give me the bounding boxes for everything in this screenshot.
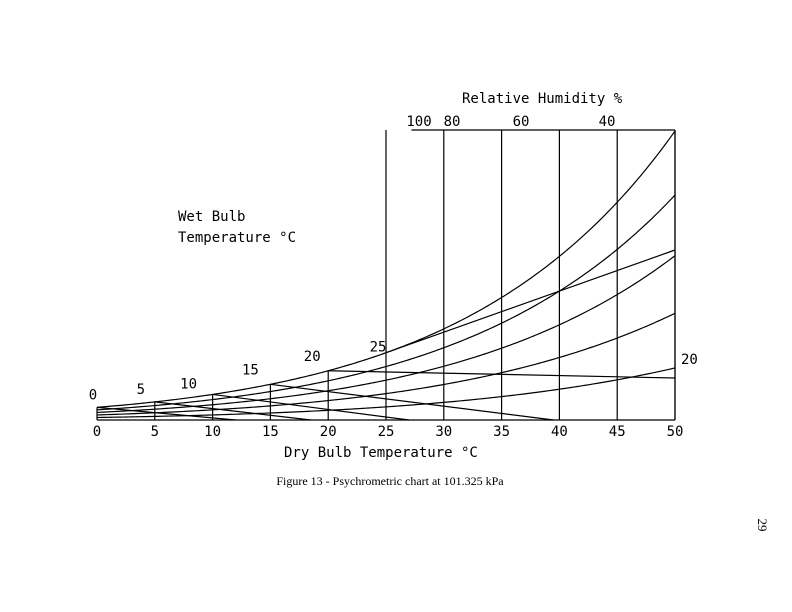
- x-tick-label: 45: [609, 424, 626, 440]
- x-axis-title: Dry Bulb Temperature °C: [284, 445, 478, 461]
- wet-bulb-line-0: [96, 406, 236, 421]
- wet-bulb-line-15: [270, 383, 554, 421]
- x-tick-label: 40: [551, 424, 568, 440]
- rh-curve-20: [96, 367, 676, 419]
- x-tick-label: 10: [204, 424, 221, 440]
- rh-curve-80: [96, 194, 676, 411]
- wet-bulb-line-5: [154, 401, 311, 421]
- wb-label-0: 0: [89, 387, 97, 403]
- page-number: 29: [755, 518, 770, 532]
- chart-frame: [97, 129, 676, 421]
- wb-label-15: 15: [242, 362, 259, 378]
- wb-label-20: 20: [304, 349, 321, 365]
- wet-bulb-line-10: [212, 393, 410, 421]
- chart-labels: Relative Humidity % Wet Bulb Temperature…: [89, 91, 698, 461]
- x-tick-label: 20: [320, 424, 337, 440]
- figure-caption: Figure 13 - Psychrometric chart at 101.3…: [276, 474, 504, 488]
- rh-label-80: 80: [444, 114, 461, 130]
- wb-label-5: 5: [137, 382, 145, 398]
- wet-bulb-line-20: [328, 370, 676, 379]
- rh-label-40: 40: [599, 114, 616, 130]
- x-tick-label: 15: [262, 424, 279, 440]
- x-tick-label: 0: [93, 424, 101, 440]
- rh-label-60: 60: [513, 114, 530, 130]
- x-tick-label: 5: [151, 424, 159, 440]
- wb-label-line2: Temperature °C: [178, 230, 296, 246]
- wet-bulb-lines: [96, 249, 676, 421]
- wet-bulb-line-25: [385, 249, 676, 354]
- wb-label-25: 25: [370, 340, 387, 356]
- rh-axis-title: Relative Humidity %: [462, 91, 623, 107]
- rh-curve-40: [96, 312, 676, 416]
- x-tick-label: 35: [493, 424, 510, 440]
- x-tick-label: 30: [435, 424, 452, 440]
- wb-label-line1: Wet Bulb: [178, 209, 245, 225]
- x-tick-label: 50: [667, 424, 684, 440]
- rh-label-20: 20: [681, 352, 698, 368]
- rh-label-100: 100: [406, 114, 431, 130]
- x-tick-label: 25: [378, 424, 395, 440]
- wb-label-10: 10: [180, 376, 197, 392]
